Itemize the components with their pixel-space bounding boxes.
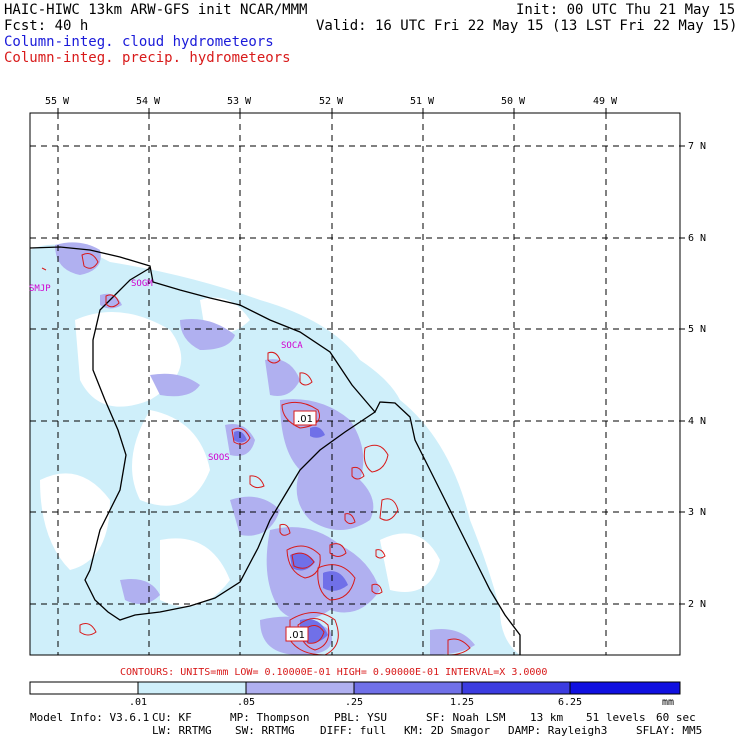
lon-label: 50 W: [501, 96, 526, 107]
footer-sflay: SFLAY: MM5: [636, 724, 703, 737]
colorbar-tick: .25: [344, 697, 364, 708]
map-frame: [29, 112, 681, 656]
coastline: [30, 246, 521, 655]
lat-label: 6 N: [688, 233, 707, 244]
footer-levels: 51 levels: [586, 711, 646, 724]
colorbar-tick: .05: [236, 697, 256, 708]
lon-label: 53 W: [227, 96, 252, 107]
lon-label: 54 W: [136, 96, 161, 107]
lat-label: 2 N: [688, 599, 707, 610]
colorbar-tick: 6.25: [557, 697, 583, 708]
footer-mp: MP: Thompson: [230, 711, 310, 724]
lat-lon-grid: [30, 113, 680, 655]
colorbar-tick: .01: [128, 697, 148, 708]
model-title: HAIC-HIWC 13km ARW-GFS init NCAR/MMM: [4, 2, 308, 18]
lon-label: 49 W: [593, 96, 618, 107]
shaded-field: [30, 242, 520, 655]
lat-label: 5 N: [688, 324, 707, 335]
footer-sw: SW: RRTMG: [235, 724, 295, 737]
lat-label: 4 N: [688, 416, 707, 427]
footer-resolution: 13 km: [530, 711, 564, 724]
lon-label: 52 W: [319, 96, 344, 107]
valid-time: Valid: 16 UTC Fri 22 May 15 (13 LST Fri …: [316, 18, 738, 34]
colorbar: [29, 681, 681, 695]
station-label: SMJP: [29, 284, 51, 294]
init-time: Init: 00 UTC Thu 21 May 15: [516, 2, 736, 18]
axis-ticks: [57, 108, 685, 605]
footer-pbl: PBL: YSU: [334, 711, 387, 724]
footer-damp: DAMP: Rayleigh3: [508, 724, 608, 737]
footer-lw: LW: RRTMG: [152, 724, 212, 737]
lon-label: 55 W: [45, 96, 70, 107]
lat-label: 7 N: [688, 141, 707, 152]
contour-label-box: [293, 410, 317, 426]
precip-contours: [41, 253, 471, 655]
station-label: SOGM: [131, 279, 153, 289]
colorbar-unit: mm: [661, 697, 675, 708]
colorbar-tick: 1.25: [449, 697, 475, 708]
footer-diff: DIFF: full: [320, 724, 387, 737]
forecast-hour: Fcst: 40 h: [4, 18, 89, 34]
lon-label: 51 W: [410, 96, 435, 107]
footer-sf: SF: Noah LSM: [426, 711, 506, 724]
field-precip-label: Column-integ. precip. hydrometeors: [4, 50, 291, 66]
contour-label: .01: [297, 414, 313, 425]
footer-cu: CU: KF: [152, 711, 192, 724]
station-label: SOOS: [208, 453, 230, 463]
station-label: SOCA: [281, 341, 303, 351]
contour-label-box: [285, 626, 309, 642]
footer-model-info: Model Info: V3.6.1: [30, 711, 150, 724]
footer-km: KM: 2D Smagor: [404, 724, 491, 737]
lat-label: 3 N: [688, 507, 707, 518]
contour-info: CONTOURS: UNITS=mm LOW= 0.10000E-01 HIGH…: [120, 667, 548, 678]
contour-label: .01: [289, 630, 305, 641]
field-cloud-label: Column-integ. cloud hydrometeors: [4, 34, 274, 50]
footer-timestep: 60 sec: [656, 711, 696, 724]
